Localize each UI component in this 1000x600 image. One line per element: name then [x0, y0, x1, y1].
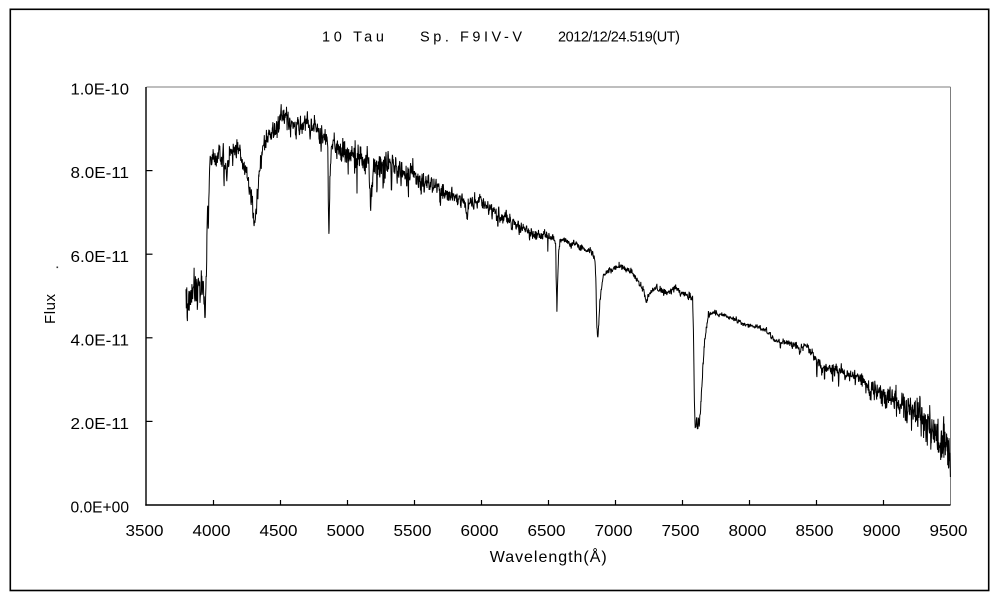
- svg-text:9500: 9500: [930, 523, 968, 540]
- svg-text:9000: 9000: [863, 523, 901, 540]
- svg-text:7000: 7000: [595, 523, 633, 540]
- svg-text:4.0E-11: 4.0E-11: [71, 332, 130, 349]
- svg-text:0.0E+00: 0.0E+00: [71, 500, 130, 517]
- svg-text:6.0E-11: 6.0E-11: [71, 249, 130, 266]
- svg-text:4500: 4500: [260, 523, 298, 540]
- svg-text:8500: 8500: [796, 523, 834, 540]
- svg-text:5000: 5000: [327, 523, 365, 540]
- svg-text:Flux: Flux: [42, 294, 59, 325]
- svg-text:2012/12/24.519(UT): 2012/12/24.519(UT): [558, 30, 680, 46]
- svg-text:8.0E-11: 8.0E-11: [71, 165, 130, 182]
- svg-text:Wavelength(Å): Wavelength(Å): [490, 547, 607, 566]
- svg-text:6500: 6500: [528, 523, 566, 540]
- svg-text:1.0E-10: 1.0E-10: [71, 82, 130, 99]
- svg-text:10 Tau: 10 Tau: [322, 30, 384, 46]
- svg-text:6000: 6000: [461, 523, 499, 540]
- svg-text:7500: 7500: [662, 523, 700, 540]
- svg-text:2.0E-11: 2.0E-11: [71, 416, 130, 433]
- svg-text:8000: 8000: [729, 523, 767, 540]
- svg-text:4000: 4000: [193, 523, 231, 540]
- svg-text:5500: 5500: [394, 523, 432, 540]
- svg-text:3500: 3500: [126, 523, 164, 540]
